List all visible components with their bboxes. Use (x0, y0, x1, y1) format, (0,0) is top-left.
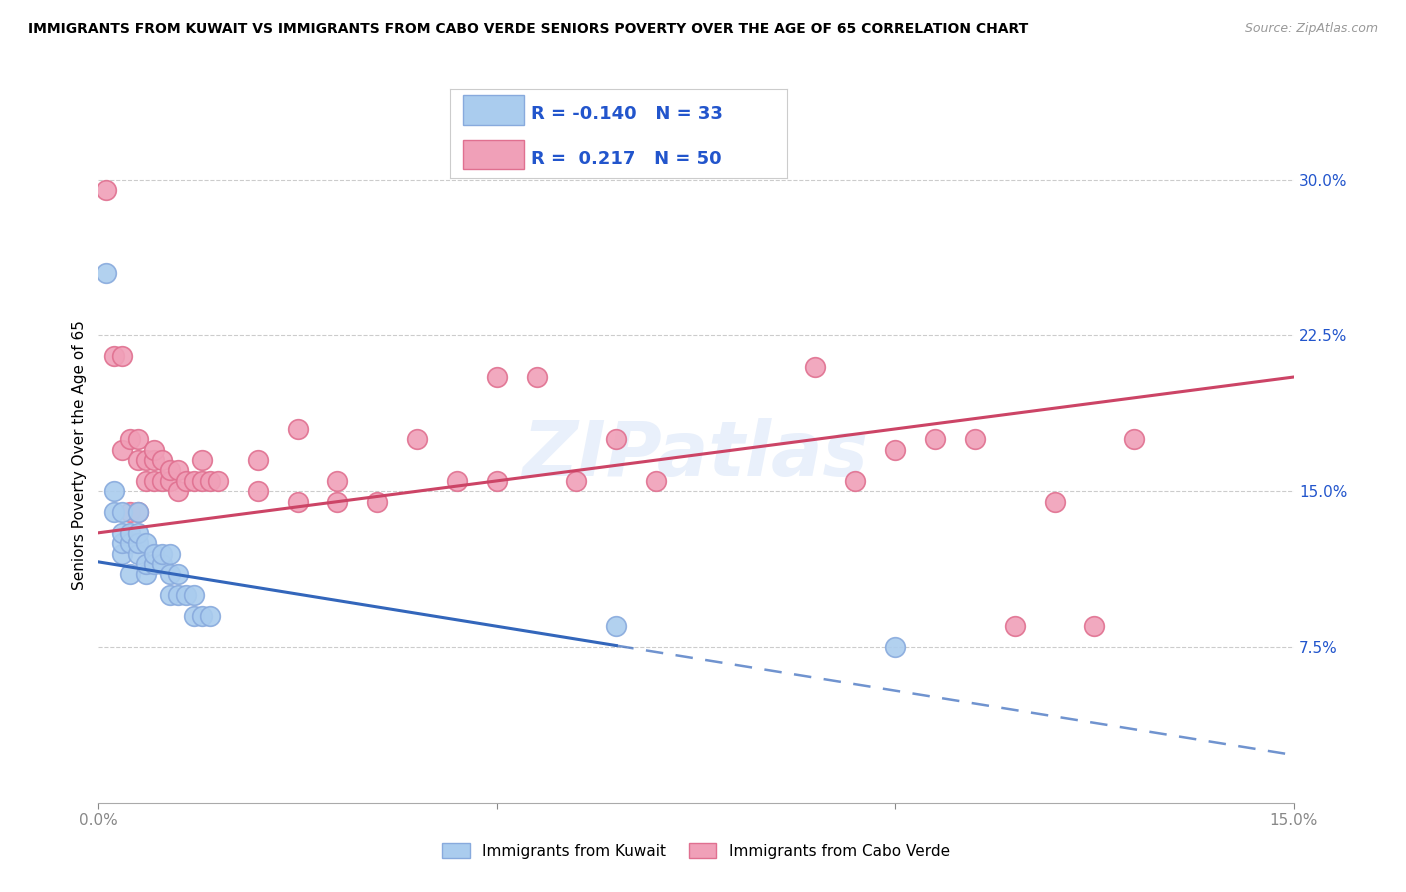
Point (287, 422, 309, 436)
Point (167, 588, 190, 602)
Point (159, 463, 181, 477)
Point (406, 433, 429, 447)
Point (159, 547, 181, 561)
Point (605, 433, 627, 447)
Point (167, 484, 190, 499)
Point (120, 525, 142, 540)
Y-axis label: Seniors Poverty Over the Age of 65: Seniors Poverty Over the Age of 65 (72, 320, 87, 590)
Point (150, 474, 173, 488)
Point (150, 453, 173, 467)
Text: R = -0.140   N = 33: R = -0.140 N = 33 (531, 105, 723, 123)
Text: Source: ZipAtlas.com: Source: ZipAtlas.com (1244, 22, 1378, 36)
Point (844, 474, 866, 488)
Point (111, 547, 134, 561)
Point (111, 505, 134, 519)
Text: R =  0.217   N = 50: R = 0.217 N = 50 (531, 150, 721, 168)
Point (924, 433, 946, 447)
Point (127, 536, 149, 550)
Point (127, 433, 149, 447)
Point (127, 453, 149, 467)
Point (143, 474, 166, 488)
Point (135, 557, 157, 571)
Point (159, 588, 181, 602)
Point (120, 505, 142, 519)
Point (207, 474, 229, 488)
Legend: Immigrants from Kuwait, Immigrants from Cabo Verde: Immigrants from Kuwait, Immigrants from … (436, 837, 956, 864)
Point (150, 547, 173, 561)
Point (326, 494, 349, 508)
Point (326, 474, 349, 488)
FancyBboxPatch shape (464, 139, 524, 169)
Point (135, 474, 157, 488)
Point (167, 463, 190, 477)
Point (174, 588, 197, 602)
Point (96, 183, 118, 197)
Point (1123, 433, 1146, 447)
Point (127, 547, 149, 561)
Point (183, 588, 205, 602)
Point (159, 567, 181, 582)
Point (120, 567, 142, 582)
Point (135, 453, 157, 467)
Point (135, 536, 157, 550)
Point (183, 474, 205, 488)
Point (605, 619, 627, 633)
Point (366, 494, 388, 508)
Point (120, 536, 142, 550)
Point (167, 567, 190, 582)
Point (1043, 494, 1066, 508)
Point (287, 494, 309, 508)
Point (191, 474, 214, 488)
Point (1083, 619, 1105, 633)
Point (198, 474, 221, 488)
Point (127, 505, 149, 519)
Point (111, 442, 134, 457)
Point (191, 608, 214, 623)
Point (446, 474, 468, 488)
Point (183, 608, 205, 623)
Point (111, 536, 134, 550)
Point (485, 370, 508, 384)
Point (246, 453, 269, 467)
Point (191, 453, 214, 467)
Point (103, 349, 125, 363)
Point (1004, 619, 1026, 633)
Point (127, 505, 149, 519)
Point (111, 349, 134, 363)
Point (111, 525, 134, 540)
Point (103, 505, 125, 519)
Point (143, 557, 166, 571)
Text: ZIPatlas: ZIPatlas (523, 418, 869, 491)
Point (127, 525, 149, 540)
Point (159, 474, 181, 488)
Text: IMMIGRANTS FROM KUWAIT VS IMMIGRANTS FROM CABO VERDE SENIORS POVERTY OVER THE AG: IMMIGRANTS FROM KUWAIT VS IMMIGRANTS FRO… (28, 22, 1028, 37)
Point (143, 442, 166, 457)
Point (526, 370, 548, 384)
Point (198, 608, 221, 623)
FancyBboxPatch shape (464, 95, 524, 125)
Point (963, 433, 986, 447)
Point (96, 266, 118, 280)
Point (143, 453, 166, 467)
Point (103, 484, 125, 499)
Point (135, 567, 157, 582)
Point (565, 474, 588, 488)
Point (246, 484, 269, 499)
Point (120, 433, 142, 447)
Point (150, 557, 173, 571)
Point (645, 474, 668, 488)
Point (804, 359, 827, 374)
Point (174, 474, 197, 488)
Point (143, 547, 166, 561)
Point (884, 640, 907, 654)
Point (485, 474, 508, 488)
Point (884, 442, 907, 457)
